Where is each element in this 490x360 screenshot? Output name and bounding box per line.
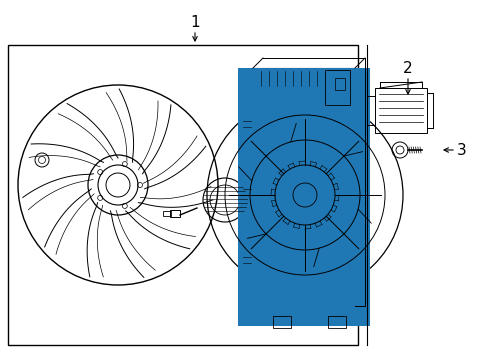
Text: 1: 1 xyxy=(190,14,200,30)
Bar xyxy=(357,249,367,267)
Bar xyxy=(335,78,345,90)
Bar xyxy=(325,70,350,105)
Text: 3: 3 xyxy=(457,143,467,158)
Bar xyxy=(170,210,180,217)
Bar xyxy=(375,88,427,133)
Bar xyxy=(241,181,255,203)
Bar xyxy=(357,181,367,199)
Bar xyxy=(357,113,367,131)
Bar xyxy=(8,45,358,345)
Bar xyxy=(238,68,370,326)
Bar xyxy=(273,316,291,328)
Bar xyxy=(328,316,346,328)
Bar xyxy=(241,113,255,135)
Bar xyxy=(253,68,355,316)
Bar xyxy=(241,249,255,271)
Bar xyxy=(258,70,347,88)
Bar xyxy=(163,211,171,216)
Text: 2: 2 xyxy=(403,60,413,76)
